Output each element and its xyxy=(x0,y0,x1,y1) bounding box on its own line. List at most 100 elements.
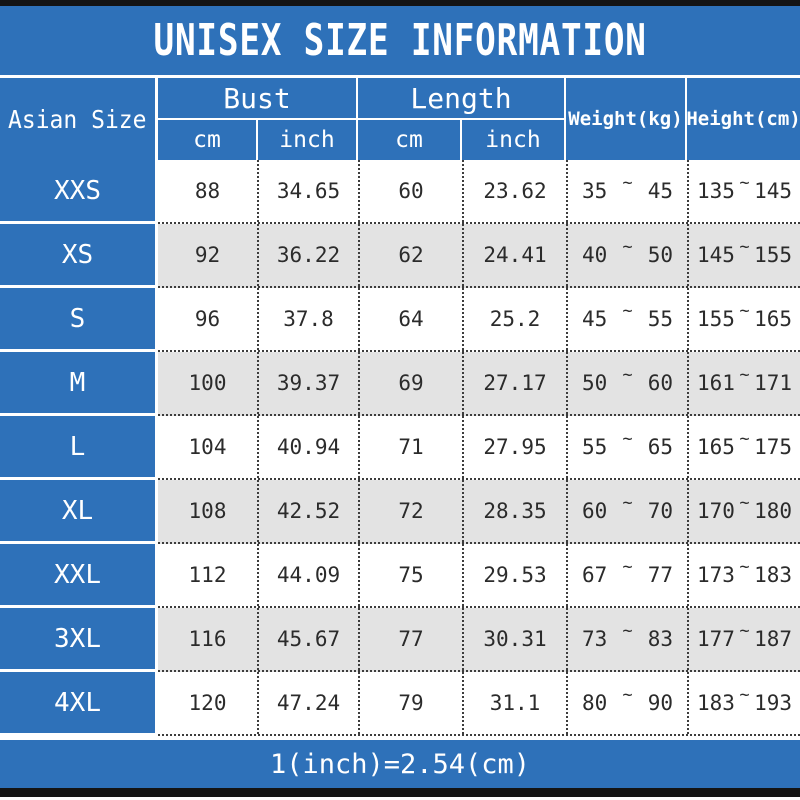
cell-length-inch: 25.2 xyxy=(462,288,566,350)
row-data: 108 42.52 72 28.35 60 ~70 170 ~180 xyxy=(158,480,800,544)
range-tilde: ~ xyxy=(622,365,633,385)
column-divider xyxy=(155,352,158,416)
height-max: 145 xyxy=(754,179,792,203)
weight-min: 35 xyxy=(582,179,608,203)
column-header-height: Height(cm) xyxy=(686,78,800,160)
range-tilde: ~ xyxy=(739,493,750,513)
cell-weight-range: 45 ~55 xyxy=(566,288,687,350)
row-data: 120 47.24 79 31.1 80 ~90 183 ~193 xyxy=(158,672,800,736)
column-divider xyxy=(155,224,158,288)
cell-bust-cm: 100 xyxy=(188,371,227,395)
cell-length-cm: 72 xyxy=(358,480,462,542)
table-row: XL 108 42.52 72 28.35 60 ~70 170 ~180 xyxy=(0,480,800,544)
range-tilde: ~ xyxy=(739,173,750,193)
cell-bust-inch: 47.24 xyxy=(257,672,358,734)
weight-min: 60 xyxy=(582,499,608,523)
column-divider xyxy=(155,544,158,608)
cell-bust-cm: 108 xyxy=(188,499,227,523)
column-divider xyxy=(155,480,158,544)
cell-bust-cm: 88 xyxy=(194,179,221,203)
cell-bust-inch: 34.65 xyxy=(257,160,358,222)
height-min: 135 xyxy=(697,179,735,203)
cell-bust-inch: 42.52 xyxy=(257,480,358,542)
cell-weight-range: 73 ~83 xyxy=(566,608,687,670)
range-tilde: ~ xyxy=(622,237,633,257)
table-row: XS 92 36.22 62 24.41 40 ~50 145 ~155 xyxy=(0,224,800,288)
bottom-border xyxy=(0,788,800,797)
height-min: 177 xyxy=(697,627,735,651)
footer-band: 1(inch)=2.54(cm) xyxy=(0,740,800,788)
cell-length-inch: 29.53 xyxy=(462,544,566,606)
table-body: XXS 88 34.65 60 23.62 35 ~45 135 ~145 XS 92 36.22 62… xyxy=(0,160,800,736)
page-title: UNISEX SIZE INFORMATION xyxy=(153,15,647,66)
cell-length-cm: 71 xyxy=(358,416,462,478)
cell-weight-range: 67 ~77 xyxy=(566,544,687,606)
table-row: M 100 39.37 69 27.17 50 ~60 161 ~171 xyxy=(0,352,800,416)
column-header-bust-inch: inch xyxy=(258,120,356,160)
cell-height-range: 135 ~145 xyxy=(687,160,800,222)
column-divider xyxy=(155,416,158,480)
cell-weight-range: 50 ~60 xyxy=(566,352,687,414)
weight-min: 40 xyxy=(582,243,608,267)
table-row: L 104 40.94 71 27.95 55 ~65 165 ~175 xyxy=(0,416,800,480)
row-data: 92 36.22 62 24.41 40 ~50 145 ~155 xyxy=(158,224,800,288)
cell-bust-inch: 36.22 xyxy=(257,224,358,286)
height-max: 193 xyxy=(754,691,792,715)
column-header-asian-size-label: Asian Size xyxy=(8,104,147,134)
table-header: Asian Size Bust cm inch Length cm inch W… xyxy=(0,78,800,160)
weight-min: 45 xyxy=(582,307,608,331)
cell-bust-inch: 37.8 xyxy=(257,288,358,350)
range-tilde: ~ xyxy=(739,429,750,449)
weight-max: 77 xyxy=(647,563,673,587)
weight-max: 60 xyxy=(647,371,673,395)
range-tilde: ~ xyxy=(622,557,633,577)
column-header-length-cm: cm xyxy=(358,120,460,160)
size-label: 4XL xyxy=(0,672,155,736)
cell-length-cm: 62 xyxy=(358,224,462,286)
size-label: M xyxy=(0,352,155,416)
cell-length-inch: 27.17 xyxy=(462,352,566,414)
cell-length-cm: 79 xyxy=(358,672,462,734)
cell-bust-inch: 45.67 xyxy=(257,608,358,670)
height-min: 170 xyxy=(697,499,735,523)
size-label: S xyxy=(0,288,155,352)
cell-length-inch: 28.35 xyxy=(462,480,566,542)
column-divider xyxy=(155,288,158,352)
cell-length-inch: 23.62 xyxy=(462,160,566,222)
height-min: 165 xyxy=(697,435,735,459)
size-label: XL xyxy=(0,480,155,544)
weight-min: 50 xyxy=(582,371,608,395)
cell-height-range: 161 ~171 xyxy=(687,352,800,414)
cell-length-inch: 27.95 xyxy=(462,416,566,478)
cell-length-cm: 60 xyxy=(358,160,462,222)
size-label: XXL xyxy=(0,544,155,608)
weight-max: 70 xyxy=(647,499,673,523)
range-tilde: ~ xyxy=(622,493,633,513)
cell-weight-range: 80 ~90 xyxy=(566,672,687,734)
weight-max: 55 xyxy=(647,307,673,331)
cell-height-range: 170 ~180 xyxy=(687,480,800,542)
range-tilde: ~ xyxy=(622,173,633,193)
range-tilde: ~ xyxy=(739,365,750,385)
height-max: 187 xyxy=(754,627,792,651)
height-max: 175 xyxy=(754,435,792,459)
cell-length-inch: 24.41 xyxy=(462,224,566,286)
row-data: 96 37.8 64 25.2 45 ~55 155 ~165 xyxy=(158,288,800,352)
table-row: XXS 88 34.65 60 23.62 35 ~45 135 ~145 xyxy=(0,160,800,224)
column-group-bust: Bust xyxy=(158,78,356,118)
cell-height-range: 173 ~183 xyxy=(687,544,800,606)
height-max: 180 xyxy=(754,499,792,523)
weight-max: 83 xyxy=(647,627,673,651)
table-row: S 96 37.8 64 25.2 45 ~55 155 ~165 xyxy=(0,288,800,352)
row-data: 112 44.09 75 29.53 67 ~77 173 ~183 xyxy=(158,544,800,608)
title-band: UNISEX SIZE INFORMATION xyxy=(0,6,800,75)
cell-length-cm: 75 xyxy=(358,544,462,606)
cell-length-inch: 31.1 xyxy=(462,672,566,734)
cell-weight-range: 60 ~70 xyxy=(566,480,687,542)
row-data: 100 39.37 69 27.17 50 ~60 161 ~171 xyxy=(158,352,800,416)
cell-bust-inch: 44.09 xyxy=(257,544,358,606)
size-label: XXS xyxy=(0,160,155,224)
column-header-asian-size: Asian Size xyxy=(0,78,155,160)
cell-weight-range: 40 ~50 xyxy=(566,224,687,286)
